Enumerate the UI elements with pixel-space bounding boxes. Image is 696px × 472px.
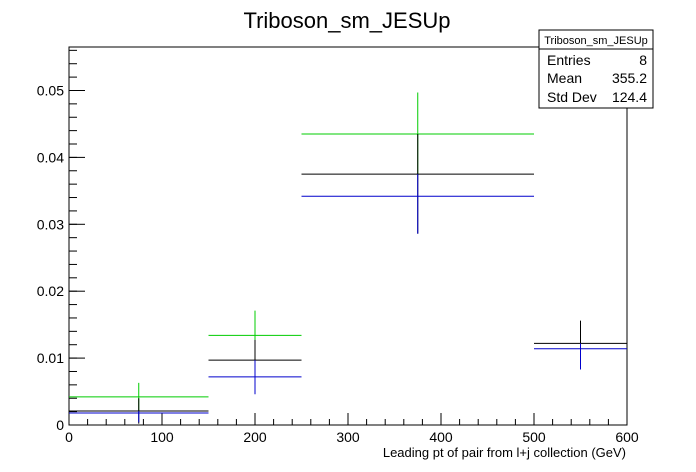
x-tick-label: 100 [150, 429, 174, 445]
stats-mean-label: Mean [547, 70, 582, 86]
y-tick-label: 0.03 [37, 216, 64, 232]
stats-stddev-value: 124.4 [612, 89, 647, 105]
x-tick-label: 300 [336, 429, 360, 445]
stats-entries-value: 8 [639, 52, 647, 68]
stats-mean-value: 355.2 [612, 70, 647, 86]
y-tick-label: 0.04 [37, 149, 64, 165]
y-tick-label: 0.02 [37, 283, 64, 299]
series-layer [69, 92, 627, 424]
stats-stddev-label: Std Dev [547, 89, 597, 105]
stats-box-frame [538, 29, 654, 109]
x-axis: 0 100 200 300 400 500 600 [65, 413, 639, 445]
stats-box: Triboson_sm_JESUp Entries 8 Mean 355.2 S… [538, 29, 654, 109]
series-2 [69, 174, 627, 423]
x-tick-label: 200 [243, 429, 267, 445]
stats-entries-label: Entries [547, 52, 591, 68]
x-tick-label: 0 [65, 429, 73, 445]
stats-box-title: Triboson_sm_JESUp [544, 35, 648, 47]
x-tick-label: 400 [429, 429, 453, 445]
x-tick-label: 500 [522, 429, 546, 445]
y-tick-label: 0 [56, 417, 64, 433]
x-axis-label: Leading pt of pair from l+j collection (… [383, 445, 626, 460]
y-axis: 0 0.01 0.02 0.03 0.04 0.05 [37, 49, 85, 433]
y-tick-label: 0.01 [37, 350, 64, 366]
chart-title: Triboson_sm_JESUp [243, 8, 450, 33]
y-tick-label: 0.05 [37, 82, 64, 98]
x-tick-label: 600 [615, 429, 639, 445]
